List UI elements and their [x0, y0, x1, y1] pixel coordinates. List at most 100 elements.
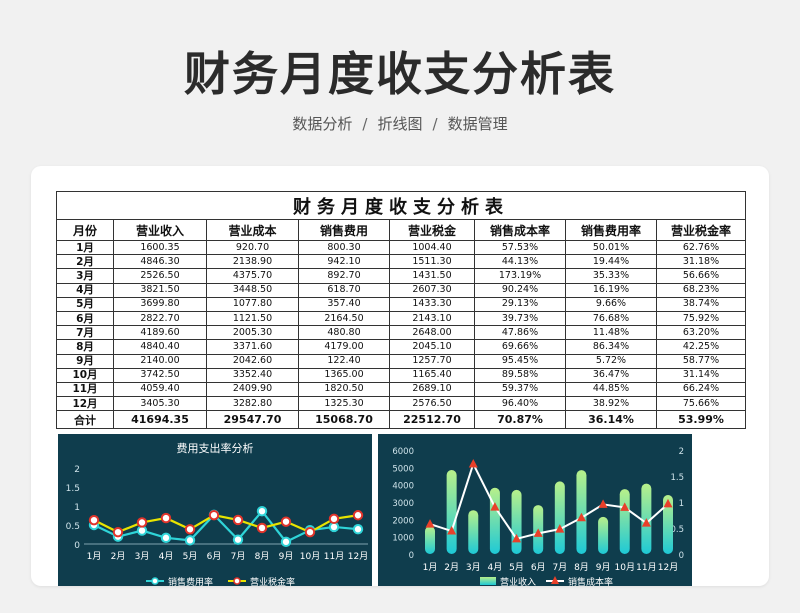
combo-chart-svg: 0 1000 2000 3000 4000 5000 6000 0 0.5 1 1.5 2 1月 2月 3月… [392, 447, 684, 586]
column-header: 营业成本 [206, 219, 299, 241]
y-tick-label: 0 [409, 551, 414, 561]
revenue-bar [663, 494, 673, 554]
legend-marker [151, 577, 159, 585]
y2-tick-label: 2 [679, 447, 684, 457]
table-row: 12月 3405.30 3282.80 1325.30 2576.50 96.40% 38.… [56, 396, 746, 412]
value-cell: 19.44% [565, 254, 657, 270]
x-tick-label: 3月 [135, 551, 150, 562]
column-header: 销售费用 [298, 219, 390, 241]
value-cell: 2140.00 [113, 353, 207, 369]
value-cell: 2143.10 [389, 310, 475, 327]
revenue-bar [511, 489, 522, 554]
data-point [328, 513, 340, 525]
table-row: 9月 2140.00 2042.60 122.40 1257.70 95.45% 5.72%… [56, 353, 746, 369]
x-tick-label: 1月 [423, 562, 438, 573]
x-tick-label: 6月 [531, 562, 546, 573]
data-point [468, 458, 478, 468]
y2-tick-label: 0.5 [670, 525, 684, 535]
value-cell: 3448.50 [206, 282, 299, 298]
value-cell: 59.37% [474, 381, 566, 398]
value-cell: 2409.90 [206, 381, 299, 398]
value-cell: 95.45% [474, 353, 566, 369]
table-row: 1月 1600.35 920.70 800.30 1004.40 57.53% 50.01%… [56, 239, 746, 256]
data-point [184, 524, 196, 535]
total-row: 合计 41694.35 29547.70 15068.70 22512.70 70.87%… [56, 410, 746, 430]
value-cell: 16.19% [565, 282, 657, 298]
value-cell: 47.86% [474, 325, 566, 341]
y-tick-label: 1 [74, 503, 80, 513]
x-tick-label: 12月 [348, 551, 368, 562]
x-tick-label: 5月 [183, 551, 198, 562]
total-cell: 22512.70 [389, 410, 475, 430]
value-cell: 86.34% [565, 339, 657, 355]
month-cell: 10月 [56, 367, 114, 383]
table-row: 3月 2526.50 4375.70 892.70 1431.50 173.19% 35.3… [56, 268, 746, 284]
y-tick-label: 6000 [392, 447, 414, 457]
data-point [304, 526, 316, 538]
x-tick-label: 2月 [111, 551, 126, 562]
y2-tick-label: 0 [679, 551, 684, 561]
value-cell: 2576.50 [389, 396, 475, 412]
value-cell: 75.66% [656, 396, 746, 412]
y2-tick-label: 1 [679, 499, 684, 509]
y-tick-label: 4000 [392, 482, 414, 492]
value-cell: 76.68% [565, 310, 657, 327]
value-cell: 68.23% [656, 282, 746, 298]
value-cell: 1121.50 [206, 310, 299, 327]
revenue-bar [576, 470, 587, 554]
data-point [576, 512, 586, 522]
breadcrumb-item[interactable]: 折线图 [377, 115, 423, 133]
month-cell: 5月 [56, 296, 114, 312]
value-cell: 39.73% [474, 310, 566, 327]
revenue-bar [489, 487, 500, 554]
breadcrumb-separator: / [362, 115, 368, 133]
x-tick-label: 12月 [658, 562, 678, 573]
value-cell: 57.53% [474, 239, 566, 256]
value-cell: 2648.00 [389, 325, 475, 341]
value-cell: 4846.30 [113, 254, 207, 270]
value-cell: 2607.30 [389, 282, 475, 298]
revenue-bar [468, 510, 479, 554]
breadcrumb-item[interactable]: 数据分析 [292, 115, 353, 133]
value-cell: 38.92% [565, 396, 657, 412]
data-point [533, 528, 543, 537]
value-cell: 920.70 [206, 239, 299, 256]
legend-label: 营业税金率 [250, 576, 295, 586]
value-cell: 31.14% [656, 367, 746, 383]
value-cell: 11.48% [565, 325, 657, 341]
x-tick-label: 1月 [87, 551, 102, 562]
total-cell: 36.14% [565, 410, 657, 430]
legend-swatch [480, 577, 496, 585]
value-cell: 38.74% [656, 296, 746, 312]
breadcrumb: 数据分析 / 折线图 / 数据管理 [0, 113, 800, 134]
value-cell: 1511.30 [389, 254, 475, 270]
data-point [280, 516, 292, 527]
month-cell: 7月 [56, 325, 114, 341]
value-cell: 800.30 [298, 239, 390, 256]
y-tick-label: 5000 [392, 464, 414, 474]
value-cell: 480.80 [298, 325, 390, 341]
y2-tick-label: 1.5 [670, 473, 684, 483]
data-point [555, 524, 565, 533]
value-cell: 62.76% [656, 239, 746, 256]
table-row: 4月 3821.50 3448.50 618.70 2607.30 90.24% 16.19… [56, 282, 746, 298]
value-cell: 357.40 [298, 296, 390, 312]
x-tick-label: 3月 [466, 562, 481, 573]
breadcrumb-item[interactable]: 数据管理 [447, 115, 508, 133]
data-point [352, 524, 364, 535]
revenue-bar [598, 516, 609, 554]
data-point [641, 518, 651, 527]
value-cell: 4059.40 [113, 381, 207, 398]
value-cell: 63.20% [656, 325, 746, 341]
revenue-bar [619, 489, 630, 554]
value-cell: 3699.80 [113, 296, 207, 312]
x-tick-label: 9月 [596, 562, 611, 573]
y-tick-label: 1.5 [66, 484, 80, 494]
column-header: 营业收入 [113, 219, 207, 241]
month-cell: 2月 [56, 254, 114, 270]
data-point [160, 532, 172, 544]
expense-rate-chart: 费用支出率分析 0 0.5 1 1.5 2 1月 2月 3月 4月 5月 6月 7月 8月 9月 10月 11月… [58, 434, 372, 586]
x-tick-label: 11月 [324, 551, 344, 562]
table-row: 10月 3742.50 3352.40 1365.00 1165.40 89.58% 36.… [56, 367, 746, 383]
data-point [136, 517, 148, 528]
